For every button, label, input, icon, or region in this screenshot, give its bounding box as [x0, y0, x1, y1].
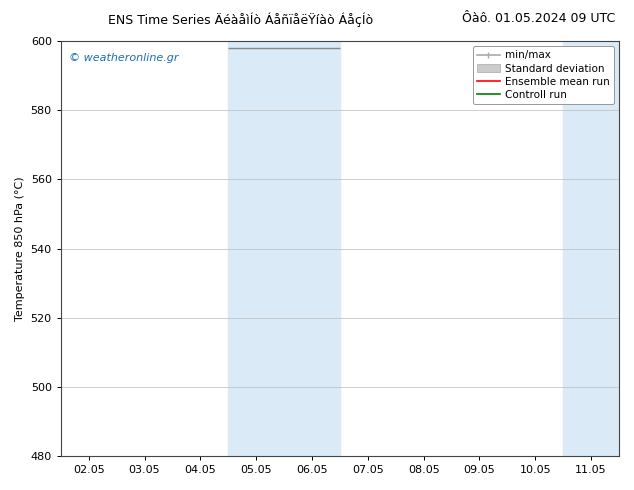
Text: © weatheronline.gr: © weatheronline.gr — [69, 53, 179, 64]
Bar — [563, 41, 619, 456]
Text: Ôàô. 01.05.2024 09 UTC: Ôàô. 01.05.2024 09 UTC — [462, 12, 615, 25]
Legend: min/max, Standard deviation, Ensemble mean run, Controll run: min/max, Standard deviation, Ensemble me… — [472, 46, 614, 104]
Bar — [228, 41, 340, 456]
Y-axis label: Temperature 850 hPa (°C): Temperature 850 hPa (°C) — [15, 176, 25, 321]
Text: ENS Time Series ÄéàåìÍò ÁåñïåëŸíàò ÁåçÍò: ENS Time Series ÄéàåìÍò ÁåñïåëŸíàò ÁåçÍò — [108, 12, 373, 27]
